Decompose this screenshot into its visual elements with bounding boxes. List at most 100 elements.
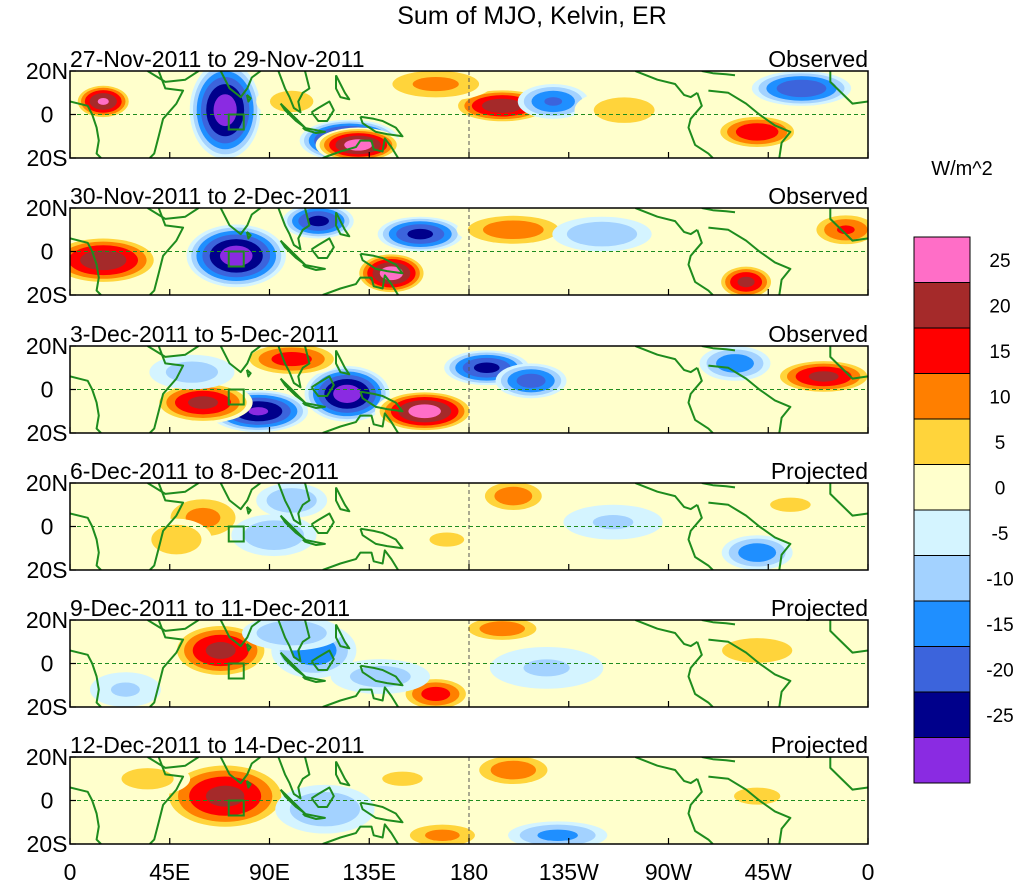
colorbar-swatch (913, 373, 971, 420)
coastline (687, 229, 714, 295)
contour-level (151, 524, 202, 555)
anomaly-blob (231, 514, 317, 557)
panel-date-range: 6-Dec-2011 to 8-Dec-2011 (70, 458, 339, 484)
anomaly-blob (456, 212, 571, 248)
coastline (335, 760, 351, 787)
coastline (277, 620, 311, 663)
coastline (149, 71, 185, 158)
coastline (687, 367, 714, 433)
coastline (245, 231, 252, 240)
anomaly-blob (256, 483, 328, 518)
contour-level (738, 543, 777, 562)
anomaly-blob (149, 354, 235, 390)
coastline (829, 208, 868, 242)
colorbar-swatch (913, 509, 971, 556)
coastline (277, 757, 311, 800)
coastline (310, 237, 335, 259)
contour-level (473, 362, 500, 373)
anomaly-blob (552, 216, 652, 252)
anomaly-blob (330, 659, 430, 694)
coastline (245, 94, 252, 103)
panel-field (70, 620, 868, 707)
contour-level (333, 384, 362, 403)
y-tick-label: 20N (26, 607, 68, 633)
panel-date-range: 27-Nov-2011 to 29-Nov-2011 (70, 46, 365, 72)
coastline (701, 346, 736, 352)
contour-level (219, 245, 253, 267)
colorbar-swatch (913, 691, 971, 738)
colorbar-tick-label: -5 (992, 524, 1009, 545)
coastline (829, 71, 868, 105)
contour-level (266, 488, 317, 513)
anomaly-blob (714, 114, 800, 150)
panel-field (70, 346, 868, 433)
coastline (149, 208, 185, 295)
coastline (322, 686, 399, 707)
coastline (634, 483, 698, 511)
y-tick-label: 0 (41, 514, 54, 540)
anomaly-blob (377, 216, 463, 252)
coastline (70, 100, 102, 158)
coastline (277, 71, 311, 114)
coastline (302, 263, 326, 271)
coastline (310, 512, 335, 534)
colorbar-tick-label: 10 (989, 387, 1010, 408)
colorbar-tick-label: -10 (986, 569, 1013, 590)
anomaly-blob (74, 84, 132, 119)
coastline (335, 486, 351, 513)
colorbar-tick-label: 25 (989, 251, 1010, 272)
target-box (227, 525, 245, 543)
panel-1: 20N 0 20S 27-Nov-2011 to 29-Nov-2011 Observe… (26, 46, 869, 171)
contour-level (429, 532, 465, 547)
contour-level (735, 123, 779, 141)
contour-level (481, 98, 523, 113)
coastline (359, 252, 404, 275)
coastline (634, 71, 698, 99)
contour-level (523, 659, 570, 677)
x-tick-label: 0 (64, 859, 77, 885)
contour-level (205, 642, 236, 659)
anomaly-blob (70, 235, 160, 285)
colorbar-swatch (913, 555, 971, 602)
coastline (277, 483, 311, 526)
chart-title: Sum of MJO, Kelvin, ER (397, 2, 667, 30)
colorbar-swatch (913, 282, 971, 329)
coastline (687, 778, 714, 844)
coastline (322, 549, 399, 570)
contour-level (349, 665, 411, 688)
panel-5: 20N 0 20S 9-Dec-2011 to 11-Dec-2011 Projecte… (26, 595, 869, 720)
anomaly-blob (707, 633, 807, 668)
coastline (687, 504, 714, 570)
coastline (310, 649, 335, 671)
coastline (70, 375, 102, 433)
contour-level (722, 638, 793, 663)
contour-level (716, 354, 754, 373)
coastline (335, 211, 351, 238)
y-tick-label: 0 (41, 102, 54, 128)
y-tick-label: 20N (26, 58, 68, 84)
colorbar-swatch (913, 464, 971, 511)
contour-level (80, 250, 127, 271)
coastline (70, 237, 102, 295)
y-tick-label: 20S (27, 557, 68, 583)
anomaly-blob (399, 821, 485, 844)
coastlines (70, 346, 868, 433)
anomaly-blob (304, 366, 390, 422)
coastline (829, 620, 868, 654)
coastlines (70, 483, 868, 570)
coastline (322, 137, 399, 158)
anomaly-blob (740, 487, 841, 523)
coastlines (70, 620, 868, 707)
x-tick-label: 135E (342, 859, 396, 885)
coastline (708, 638, 792, 707)
coastline (310, 786, 335, 808)
anomaly-blob (563, 504, 663, 540)
contour-level (307, 215, 329, 227)
coastline (219, 346, 262, 374)
panel-status: Projected (771, 458, 868, 484)
y-tick-label: 20N (26, 470, 68, 496)
colorbar-swatch (913, 327, 971, 374)
coastline (359, 664, 404, 687)
y-tick-label: 0 (41, 651, 54, 677)
target-box (227, 113, 245, 131)
